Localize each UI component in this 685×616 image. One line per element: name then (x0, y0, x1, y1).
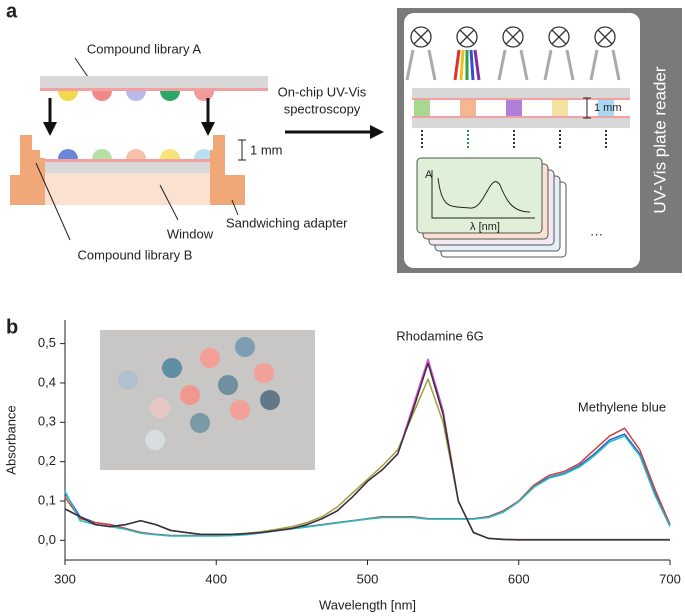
line (64, 362, 670, 541)
scale-bar (583, 97, 591, 119)
annotation: Rhodamine 6G (396, 328, 483, 343)
wells (414, 100, 614, 116)
label: 1 mm (594, 102, 622, 114)
plate (412, 88, 630, 98)
leader (159, 184, 179, 221)
label: spectroscopy (284, 101, 361, 116)
label: Compound library B (78, 247, 193, 262)
label: A (425, 169, 433, 181)
label: ··· (590, 226, 603, 241)
beams (405, 49, 621, 81)
window (45, 173, 210, 205)
y-axis-label: Absorbance (3, 405, 18, 474)
x-tick-label: 700 (659, 571, 681, 586)
label: UV-Vis plate reader (650, 66, 669, 213)
plate (42, 162, 214, 173)
y-tick-label: 0,3 (38, 414, 56, 429)
leader (35, 162, 71, 241)
layer (412, 98, 630, 100)
x-axis-label: Wavelength [nm] (319, 597, 416, 612)
plate (40, 76, 268, 88)
detect-arrows (421, 130, 607, 150)
annotation: Methylene blue (578, 399, 666, 414)
plate (412, 118, 630, 128)
x-tick-label: 600 (508, 571, 530, 586)
x-tick-label: 300 (54, 571, 76, 586)
leader (231, 199, 239, 216)
adapter (210, 135, 245, 205)
label: Compound library A (87, 41, 201, 56)
y-tick-label: 0,2 (38, 453, 56, 468)
cards (416, 157, 567, 258)
y-tick-label: 0,1 (38, 492, 56, 507)
y-tick-label: 0,0 (38, 532, 56, 547)
arrows (43, 98, 215, 136)
arrow (370, 125, 384, 139)
label: On-chip UV-Vis (278, 84, 367, 99)
scale-bar (238, 139, 246, 161)
y-tick-label: 0,4 (38, 374, 56, 389)
photo (100, 330, 315, 470)
label: λ [nm] (470, 221, 500, 233)
x-tick-label: 500 (357, 571, 379, 586)
panel-label: a (6, 0, 18, 22)
lamps (410, 26, 616, 48)
label: Window (167, 226, 214, 241)
layer (412, 116, 630, 118)
label: Sandwiching adapter (226, 215, 348, 230)
adapter (10, 135, 45, 205)
layer (42, 159, 214, 162)
label: 1 mm (250, 142, 283, 157)
droplets (58, 91, 214, 101)
line (64, 435, 671, 537)
panel-label: b (6, 316, 18, 338)
y-tick-label: 0,5 (38, 335, 56, 350)
droplets (58, 149, 214, 159)
layer (40, 88, 268, 91)
x-tick-label: 400 (205, 571, 227, 586)
